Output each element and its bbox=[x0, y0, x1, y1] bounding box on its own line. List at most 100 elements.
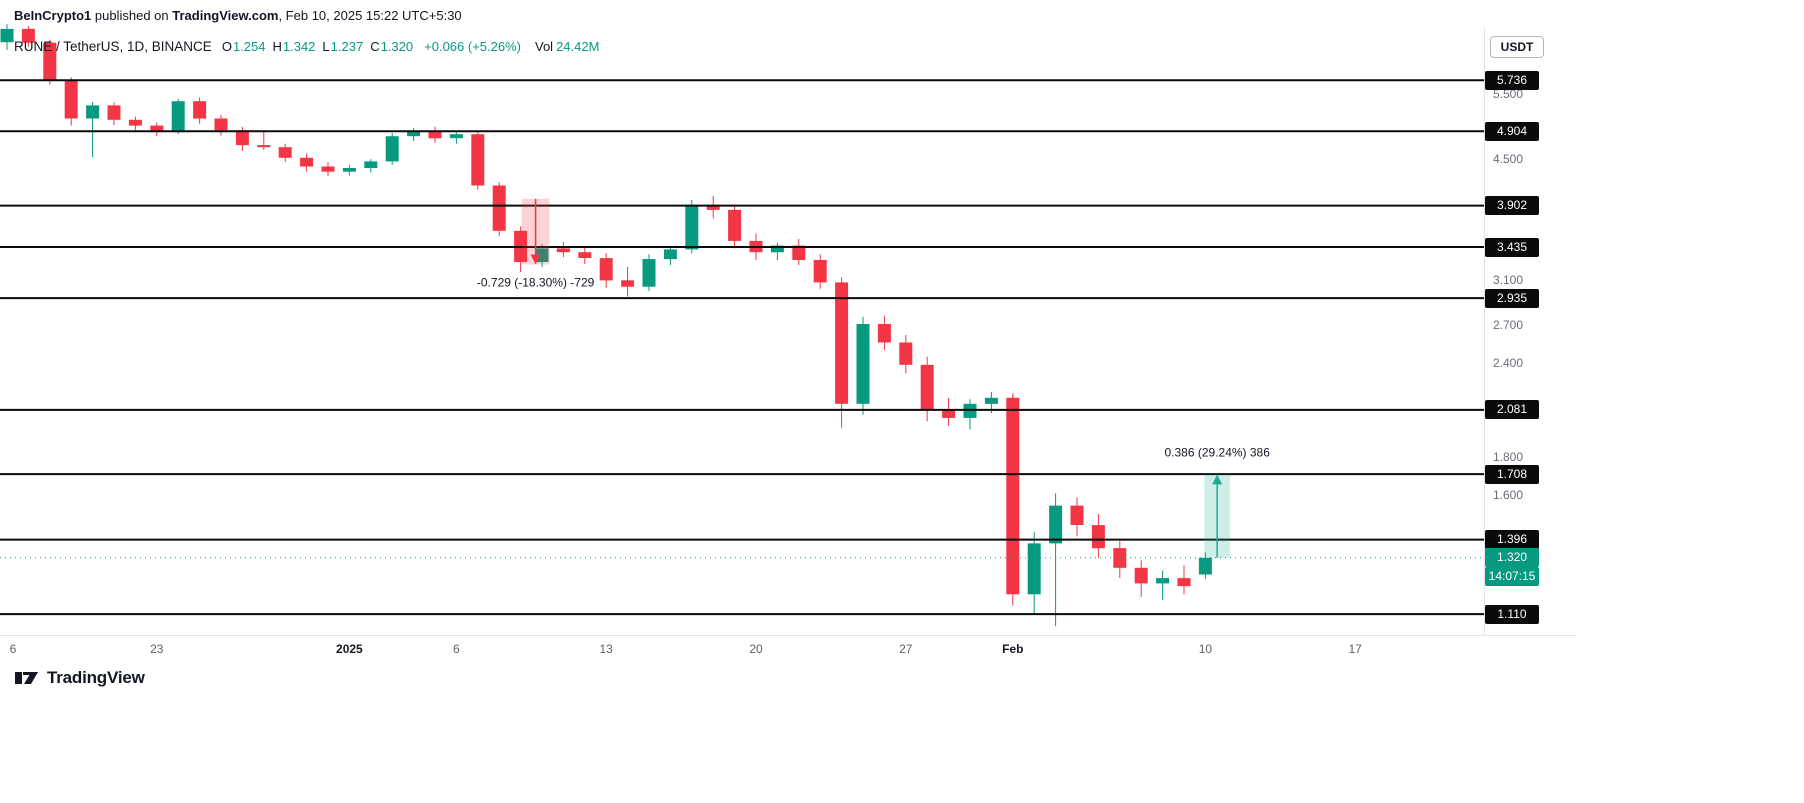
publish-datetime: , Feb 10, 2025 15:22 UTC+5:30 bbox=[278, 8, 462, 23]
candle-body bbox=[706, 204, 720, 210]
candle-body bbox=[492, 185, 506, 231]
symbol-title[interactable]: RUNE / TetherUS, 1D, BINANCE bbox=[14, 39, 212, 54]
candle-body bbox=[364, 161, 378, 168]
candle-body bbox=[920, 364, 934, 411]
candle-body bbox=[642, 259, 656, 287]
price-tick-label: 1.800 bbox=[1493, 449, 1524, 464]
candlestick-chart[interactable]: -0.729 (-18.30%) -729 0.386 (29.24%) 386 bbox=[0, 0, 1484, 635]
time-tick-label: 2025 bbox=[336, 642, 363, 656]
tradingview-logo-icon bbox=[15, 672, 38, 684]
symbol-legend: RUNE / TetherUS, 1D, BINANCE O1.254 H1.34… bbox=[14, 39, 599, 54]
price-level-badge: 2.935 bbox=[1485, 288, 1539, 308]
price-level-badge: 4.904 bbox=[1485, 121, 1539, 141]
candle-body bbox=[257, 145, 271, 148]
candle-body bbox=[535, 248, 549, 262]
candle-body bbox=[300, 157, 314, 167]
price-level-badge: 5.736 bbox=[1485, 70, 1539, 90]
candle-body bbox=[578, 252, 592, 258]
price-level-badge: 1.396 bbox=[1485, 530, 1539, 550]
ohlc-label: C bbox=[370, 39, 380, 54]
price-axis[interactable]: USDT 5.500 4.500 3.100 2.700 2.400 1.800 1.600… bbox=[1484, 28, 1577, 635]
candle-body bbox=[1134, 567, 1148, 584]
price-tick-label: 5.500 bbox=[1493, 86, 1524, 101]
candle-body bbox=[235, 130, 249, 146]
candle-body bbox=[984, 397, 998, 404]
candle-body bbox=[1049, 505, 1063, 544]
bar-countdown-badge: 14:07:15 bbox=[1485, 567, 1539, 587]
time-tick-label: 23 bbox=[150, 642, 164, 656]
price-level-badge: 3.902 bbox=[1485, 196, 1539, 216]
currency-toggle-button[interactable]: USDT bbox=[1490, 36, 1544, 58]
candle-body bbox=[171, 101, 185, 133]
candle-body bbox=[728, 209, 742, 241]
measurement-arrowhead bbox=[1212, 474, 1223, 485]
price-level-badge: 1.110 bbox=[1485, 604, 1539, 624]
candle-body bbox=[21, 28, 35, 43]
time-axis[interactable]: 6 23 2025 6 13 20 27 Feb 10 17 bbox=[0, 635, 1576, 666]
ohlc-label: H bbox=[272, 39, 282, 54]
time-tick-label: 20 bbox=[749, 642, 763, 656]
price-tick-label: 2.400 bbox=[1493, 356, 1524, 370]
candle-body bbox=[770, 245, 784, 253]
candle-body bbox=[193, 101, 207, 119]
candle-body bbox=[599, 258, 613, 281]
candle-body bbox=[449, 134, 463, 139]
price-level-badge: 3.435 bbox=[1485, 237, 1539, 257]
author-name: BeInCrypto1 bbox=[14, 8, 92, 23]
time-tick-label: 10 bbox=[1198, 642, 1213, 656]
candle-body bbox=[556, 248, 570, 253]
time-tick-label: 17 bbox=[1348, 642, 1362, 656]
measurement-label: -0.729 (-18.30%) -729 bbox=[477, 276, 595, 290]
candle-body bbox=[428, 130, 442, 139]
current-price-badge: 1.320 bbox=[1485, 548, 1539, 568]
ohlc-value: 1.342 bbox=[282, 39, 316, 54]
candle-body bbox=[1006, 397, 1020, 595]
time-tick-label: 6 bbox=[9, 642, 17, 656]
price-level-badge: 1.708 bbox=[1485, 464, 1539, 484]
measurement-arrowhead bbox=[530, 254, 541, 265]
candle-body bbox=[214, 118, 228, 131]
candle-body bbox=[835, 282, 849, 404]
candle-body bbox=[813, 260, 827, 283]
candle-body bbox=[1156, 578, 1170, 584]
candle-body bbox=[0, 28, 14, 43]
tradingview-wordmark: TradingView bbox=[47, 668, 145, 687]
ohlc-label: O bbox=[221, 39, 232, 54]
candle-body bbox=[792, 245, 806, 260]
candle-body bbox=[385, 136, 399, 162]
site-name: TradingView.com bbox=[172, 8, 279, 23]
time-tick-label: 6 bbox=[453, 642, 460, 656]
ohlc-values: O1.254 H1.342 L1.237 C1.320 bbox=[222, 39, 420, 54]
candle-body bbox=[1027, 543, 1041, 595]
publish-text: published on bbox=[91, 8, 173, 23]
candle-body bbox=[877, 324, 891, 343]
candle-body bbox=[663, 249, 677, 260]
ohlc-value: 1.320 bbox=[380, 39, 414, 54]
price-tick-label: 2.700 bbox=[1493, 317, 1524, 332]
candle-body bbox=[1091, 525, 1105, 549]
ohlc-label: L bbox=[322, 39, 330, 54]
candle-body bbox=[1113, 548, 1127, 568]
candle-body bbox=[1177, 578, 1191, 587]
candle-body bbox=[942, 410, 956, 418]
price-tick-label: 1.600 bbox=[1493, 487, 1524, 502]
footer-brand[interactable]: TradingView bbox=[14, 667, 145, 689]
candle-body bbox=[321, 166, 335, 172]
candle-body bbox=[43, 42, 57, 81]
candle-body bbox=[1198, 557, 1212, 575]
candle-body bbox=[278, 147, 292, 158]
time-tick-label: 13 bbox=[599, 642, 613, 656]
publish-header: BeInCrypto1 published on TradingView.com… bbox=[14, 8, 462, 23]
time-tick-label: Feb bbox=[1002, 642, 1024, 656]
price-level-badge: 2.081 bbox=[1485, 400, 1539, 420]
ohlc-value: 1.254 bbox=[232, 39, 266, 54]
candle-body bbox=[685, 204, 699, 250]
candle-body bbox=[128, 119, 142, 126]
candle-body bbox=[86, 105, 100, 119]
volume-label: Vol bbox=[535, 39, 554, 54]
candle-body bbox=[1070, 505, 1084, 525]
candle-body bbox=[471, 134, 485, 186]
candle-body bbox=[621, 280, 635, 287]
change-value: +0.066 (+5.26%) bbox=[424, 39, 521, 54]
